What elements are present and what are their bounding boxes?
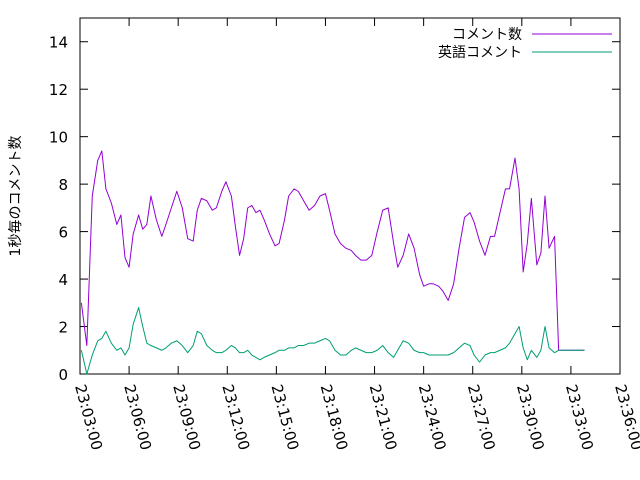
y-axis-label: 1秒毎のコメント数 [8,136,24,257]
x-tick-label: 23:33:00 [562,382,597,452]
y-tick-label: 6 [58,224,68,242]
x-tick-label: 23:12:00 [218,382,253,452]
legend-label: 英語コメント [438,44,522,61]
x-tick-label: 23:21:00 [366,382,401,452]
y-axis: 0 2 4 6 8 10 12 14 [49,34,620,384]
y-tick-label: 12 [49,81,68,99]
x-axis: 23:03:00 23:06:00 23:09:00 23:12:00 23:15:00… [71,18,640,452]
x-tick-label: 23:27:00 [464,382,499,452]
x-tick-label: 23:36:00 [611,382,640,452]
y-tick-label: 8 [58,176,68,194]
x-tick-label: 23:03:00 [71,382,106,452]
y-tick-label: 4 [58,271,68,289]
x-tick-label: 23:09:00 [169,382,204,452]
x-tick-label: 23:24:00 [415,382,450,452]
legend-label: コメント数 [452,27,522,43]
x-tick-label: 23:15:00 [267,382,302,452]
x-tick-label: 23:30:00 [513,382,548,452]
x-tick-label: 23:06:00 [120,382,155,452]
x-tick-label: 23:18:00 [317,382,352,452]
series-line-1 [80,150,585,351]
y-tick-label: 14 [49,34,68,52]
y-tick-label: 2 [58,319,68,337]
series-lines [80,150,585,375]
y-tick-label: 0 [58,366,68,384]
series-line-2 [80,307,585,375]
plot-frame [79,17,621,375]
y-tick-label: 10 [49,129,68,147]
